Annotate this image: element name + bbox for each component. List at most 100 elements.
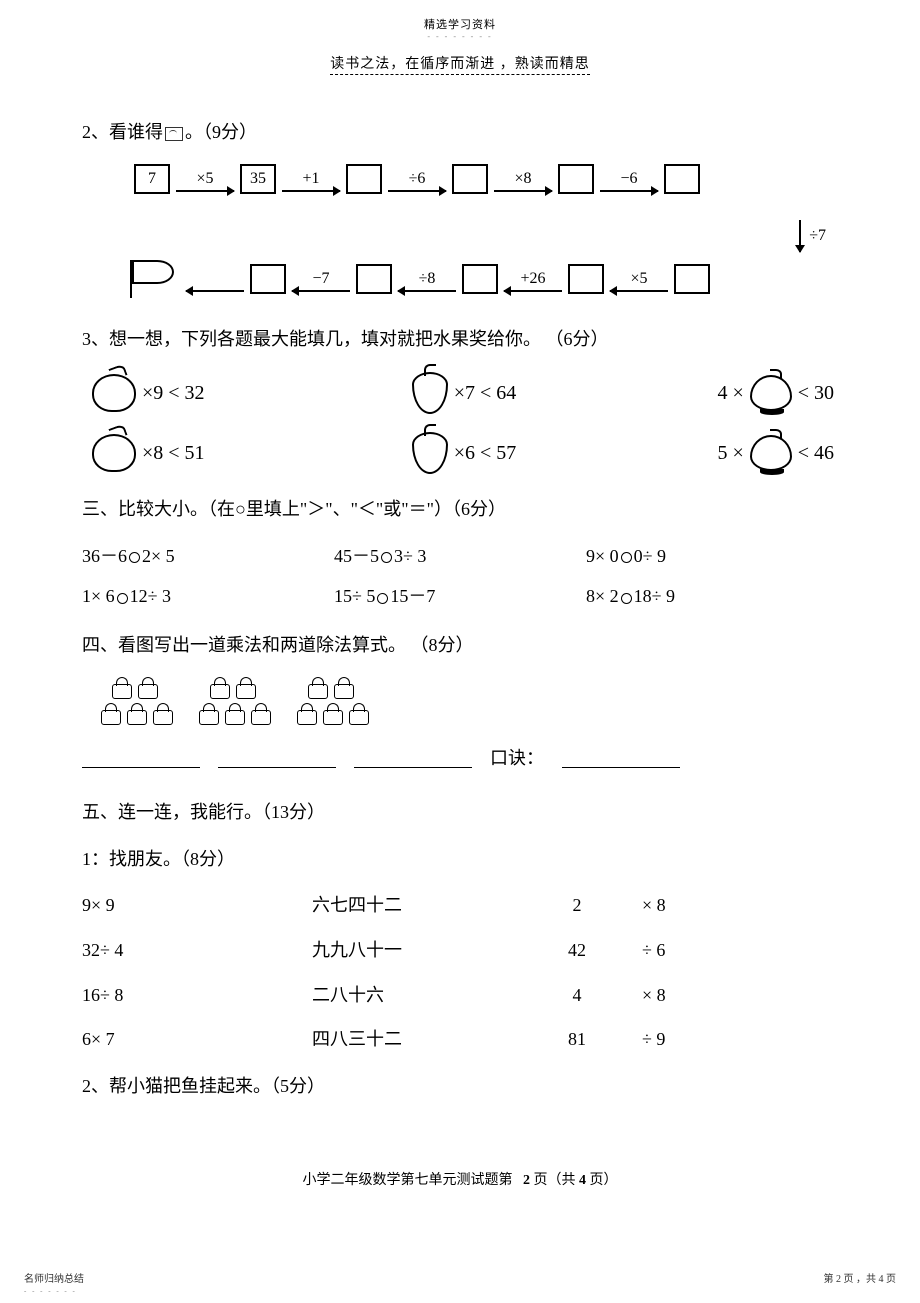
- flow-box: [462, 264, 498, 294]
- match-word: 四八三十二: [312, 1024, 512, 1055]
- footer-left: 名师归纳总结: [24, 1270, 84, 1285]
- lock-icon: [126, 703, 148, 725]
- flow-op: ×5: [630, 265, 647, 292]
- peach-icon: [750, 375, 792, 411]
- blank-line: 口诀：: [82, 743, 838, 774]
- footer-right: 第 2 页 ，共 4 页: [824, 1270, 897, 1285]
- flag-icon: [165, 127, 183, 141]
- circle-blank: [381, 552, 392, 563]
- flow-op: ÷7: [809, 222, 826, 249]
- flow-op: ×5: [196, 165, 213, 192]
- flow-box: [346, 164, 382, 194]
- lock-icon: [250, 703, 272, 725]
- content-area: 2、看谁得。（9分） 7 ×5 35 +1 ÷6 ×8 −6 ÷7 −7: [0, 77, 920, 1101]
- flow-op: +26: [520, 265, 545, 292]
- match-left: 16÷ 8: [82, 980, 312, 1011]
- underline-blank: [218, 748, 336, 768]
- sec4-title: 四、看图写出一道乘法和两道除法算式。 （8分）: [82, 630, 838, 661]
- match-num: 81: [512, 1024, 642, 1055]
- underline-blank: [82, 748, 200, 768]
- flow-op: −6: [620, 165, 637, 192]
- lock-icon: [111, 677, 133, 699]
- sec3-title: 三、比较大小。（在○里填上"＞"、"＜"或"＝"）（6分）: [82, 494, 838, 525]
- fruit-item: ×7 < 64: [406, 372, 517, 414]
- lock-icon: [209, 677, 231, 699]
- match-word: 六七四十二: [312, 890, 512, 921]
- sec5-sub2: 2、帮小猫把鱼挂起来。（5分）: [82, 1071, 838, 1102]
- flow-box: [250, 264, 286, 294]
- lock-icon: [296, 703, 318, 725]
- match-left: 9× 9: [82, 890, 312, 921]
- q3-title: 3、想一想，下列各题最大能填几，填对就把水果奖给你。 （6分）: [82, 324, 838, 355]
- q2-title: 2、看谁得。（9分）: [82, 117, 838, 148]
- circle-blank: [377, 593, 388, 604]
- match-word: 二八十六: [312, 980, 512, 1011]
- lock-group: [296, 677, 370, 725]
- pear-icon: [412, 432, 448, 474]
- flow-box: [356, 264, 392, 294]
- match-num: 4: [512, 980, 642, 1011]
- sec5-title: 五、连一连，我能行。（13分）: [82, 797, 838, 828]
- flow-down: ÷7: [132, 220, 838, 252]
- lock-icon: [100, 703, 122, 725]
- header-material: 精选学习资料: [0, 0, 920, 32]
- apple-icon: [92, 434, 136, 472]
- lock-icon: [137, 677, 159, 699]
- header-motto: 读书之法，在循序而渐进 ，熟读而精思: [0, 53, 920, 77]
- match-num: 42: [512, 935, 642, 966]
- lock-icon: [348, 703, 370, 725]
- flowchart: 7 ×5 35 +1 ÷6 ×8 −6 ÷7 −7 ÷8 +2: [132, 164, 838, 298]
- circle-blank: [117, 593, 128, 604]
- pear-icon: [412, 372, 448, 414]
- match-word: 九九八十一: [312, 935, 512, 966]
- fruit-row-2: ×8 < 51 ×6 < 57 5 ×< 46: [82, 432, 838, 474]
- lock-icon: [322, 703, 344, 725]
- fruit-item: 5 ×< 46: [717, 435, 834, 471]
- flow-box: 7: [134, 164, 170, 194]
- sec5-sub1: 1：找朋友。（8分）: [82, 844, 838, 875]
- flow-op: +1: [302, 165, 319, 192]
- flow-op: ×8: [514, 165, 531, 192]
- flow-box: [558, 164, 594, 194]
- flow-op: −7: [312, 265, 329, 292]
- lock-icon: [224, 703, 246, 725]
- flow-box: [452, 164, 488, 194]
- apple-icon: [92, 374, 136, 412]
- match-num: 2: [512, 890, 642, 921]
- compare-row: 36－62× 5 45－53÷ 3 9× 00÷ 9: [82, 541, 838, 572]
- koujue-label: 口诀：: [490, 743, 544, 774]
- circle-blank: [621, 593, 632, 604]
- match-left: 6× 7: [82, 1024, 312, 1055]
- lock-icon: [198, 703, 220, 725]
- footer-left-dots: - - - - - - -: [24, 1287, 77, 1295]
- lock-group: [198, 677, 272, 725]
- match-op: ÷ 9: [642, 1024, 722, 1055]
- flow-row-1: 7 ×5 35 +1 ÷6 ×8 −6: [132, 164, 838, 194]
- footer-page: 小学二年级数学第七单元测试题第 2 页（共 4 页）: [0, 1169, 920, 1189]
- fruit-item: ×8 < 51: [86, 434, 205, 472]
- fruit-item: ×9 < 32: [86, 374, 205, 412]
- match-op: ÷ 6: [642, 935, 722, 966]
- match-row: 16÷ 8 二八十六 4 × 8: [82, 980, 838, 1011]
- flow-op: ÷6: [409, 165, 426, 192]
- flow-row-2: −7 ÷8 +26 ×5: [130, 260, 838, 298]
- header-dots: - - - - - - - -: [0, 32, 920, 41]
- flow-box: 35: [240, 164, 276, 194]
- flow-op: ÷8: [419, 265, 436, 292]
- flow-box: [568, 264, 604, 294]
- fruit-row-1: ×9 < 32 ×7 < 64 4 ×< 30: [82, 372, 838, 414]
- underline-blank: [562, 748, 680, 768]
- flag-end-icon: [130, 260, 178, 298]
- lock-groups: [100, 677, 838, 725]
- lock-icon: [152, 703, 174, 725]
- lock-icon: [333, 677, 355, 699]
- circle-blank: [129, 552, 140, 563]
- fruit-item: 4 ×< 30: [717, 375, 834, 411]
- fruit-item: ×6 < 57: [406, 432, 517, 474]
- compare-row: 1× 612÷ 3 15÷ 515－7 8× 218÷ 9: [82, 581, 838, 612]
- match-op: × 8: [642, 980, 722, 1011]
- underline-blank: [354, 748, 472, 768]
- flow-box: [664, 164, 700, 194]
- match-row: 6× 7 四八三十二 81 ÷ 9: [82, 1024, 838, 1055]
- flow-box: [674, 264, 710, 294]
